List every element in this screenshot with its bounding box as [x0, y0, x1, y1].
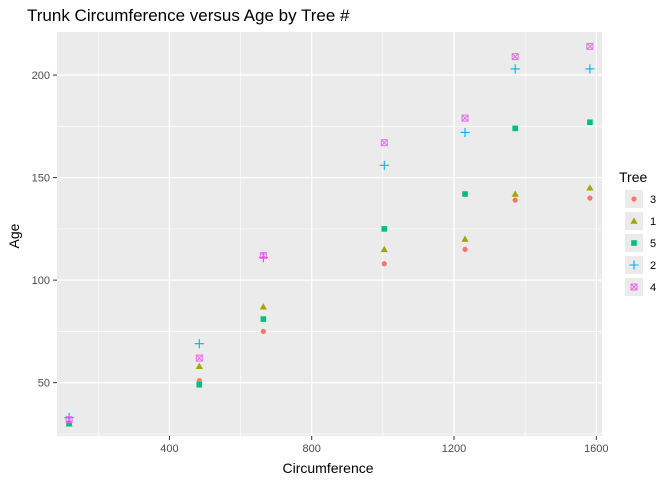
- data-point-tree-4: [259, 252, 267, 260]
- data-point-tree-4: [461, 114, 469, 122]
- data-point-tree-2: [194, 339, 204, 349]
- data-point-tree-5: [587, 119, 593, 126]
- data-point-tree-3: [462, 246, 468, 252]
- chart-title: Trunk Circumference versus Age by Tree #: [27, 6, 350, 25]
- data-point-tree-3: [260, 328, 266, 335]
- data-point-tree-4: [586, 42, 594, 50]
- data-point-tree-4: [380, 139, 388, 147]
- data-point-tree-5: [196, 381, 203, 388]
- data-point-tree-1: [380, 245, 388, 253]
- data-point-tree-5: [381, 226, 388, 232]
- axes: 400 800 1200 1600 50 100 150 200: [32, 70, 609, 455]
- data-point-tree-2: [585, 64, 595, 74]
- y-tick-label: 150: [32, 173, 50, 185]
- data-point-tree-4: [195, 354, 203, 362]
- data-point-tree-5: [512, 125, 518, 132]
- y-tick-label: 50: [38, 378, 50, 390]
- x-axis-title: Circumference: [282, 460, 373, 476]
- legend-label-1: 1: [650, 216, 656, 228]
- data-point-tree-3: [587, 195, 593, 201]
- data-point-tree-5: [462, 191, 468, 197]
- data-point-tree-2: [460, 127, 470, 138]
- x-tick-label: 400: [160, 443, 178, 455]
- data-point-tree-3: [196, 378, 202, 384]
- data-point-tree-5: [260, 316, 267, 322]
- data-point-tree-1: [511, 190, 519, 197]
- legend-label-3: 3: [650, 194, 656, 206]
- legend-key-2: [629, 260, 639, 270]
- legend-label-2: 2: [650, 260, 656, 272]
- legend-key-4: [630, 283, 638, 291]
- data-point-tree-2: [379, 160, 389, 170]
- legend-key-5: [631, 240, 637, 246]
- data-point-tree-1: [586, 184, 594, 191]
- data-point-tree-4: [65, 416, 73, 424]
- legend-label-4: 4: [650, 282, 656, 294]
- data-point-tree-1: [461, 235, 469, 242]
- data-point-tree-3: [381, 261, 387, 267]
- data-point-tree-1: [195, 362, 203, 369]
- plot-panel: [57, 32, 602, 436]
- data-point-tree-2: [510, 64, 520, 74]
- legend-key-3: [631, 196, 637, 202]
- major-gridlines: [57, 32, 602, 436]
- minor-gridlines: [57, 32, 602, 436]
- x-tick-label: 1200: [442, 443, 466, 455]
- data-point-tree-3: [512, 197, 518, 203]
- legend-title: Tree: [619, 169, 647, 185]
- y-tick-label: 200: [32, 70, 50, 82]
- x-tick-label: 800: [303, 443, 321, 455]
- legend-label-5: 5: [650, 238, 656, 250]
- legend: Tree 3 1 5 2 4: [619, 169, 656, 296]
- data-points: [64, 42, 595, 427]
- data-point-tree-4: [511, 53, 519, 61]
- legend-key-1: [630, 217, 638, 224]
- data-point-tree-5: [66, 420, 72, 427]
- x-tick-label: 1600: [584, 443, 608, 455]
- y-axis-title: Age: [6, 223, 22, 248]
- y-tick-label: 100: [32, 275, 50, 287]
- data-point-tree-1: [259, 303, 267, 310]
